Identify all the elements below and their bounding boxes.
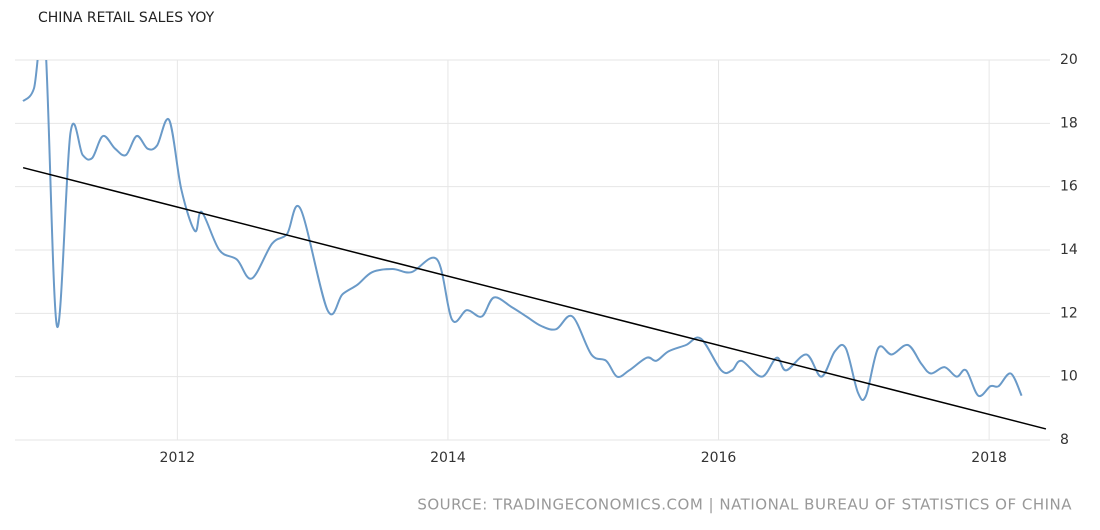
x-tick-label: 2018 bbox=[971, 450, 1007, 466]
y-tick-label: 18 bbox=[1060, 115, 1078, 131]
x-tick-label: 2012 bbox=[160, 450, 196, 466]
y-tick-label: 20 bbox=[1060, 52, 1078, 68]
data-line bbox=[22, 60, 1023, 401]
x-tick-label: 2014 bbox=[430, 450, 466, 466]
source: SOURCE: TRADINGECONOMICS.COM | NATIONAL … bbox=[417, 496, 1072, 514]
chart-title: CHINA RETAIL SALES YOY bbox=[38, 10, 215, 26]
y-tick-label: 14 bbox=[1060, 242, 1078, 258]
x-tick-label: 2016 bbox=[701, 450, 737, 466]
y-tick-label: 16 bbox=[1060, 179, 1078, 195]
trend-line bbox=[22, 166, 1047, 430]
y-tick-label: 12 bbox=[1060, 305, 1078, 321]
y-tick-label: 8 bbox=[1060, 432, 1069, 448]
y-tick-label: 10 bbox=[1060, 369, 1078, 385]
